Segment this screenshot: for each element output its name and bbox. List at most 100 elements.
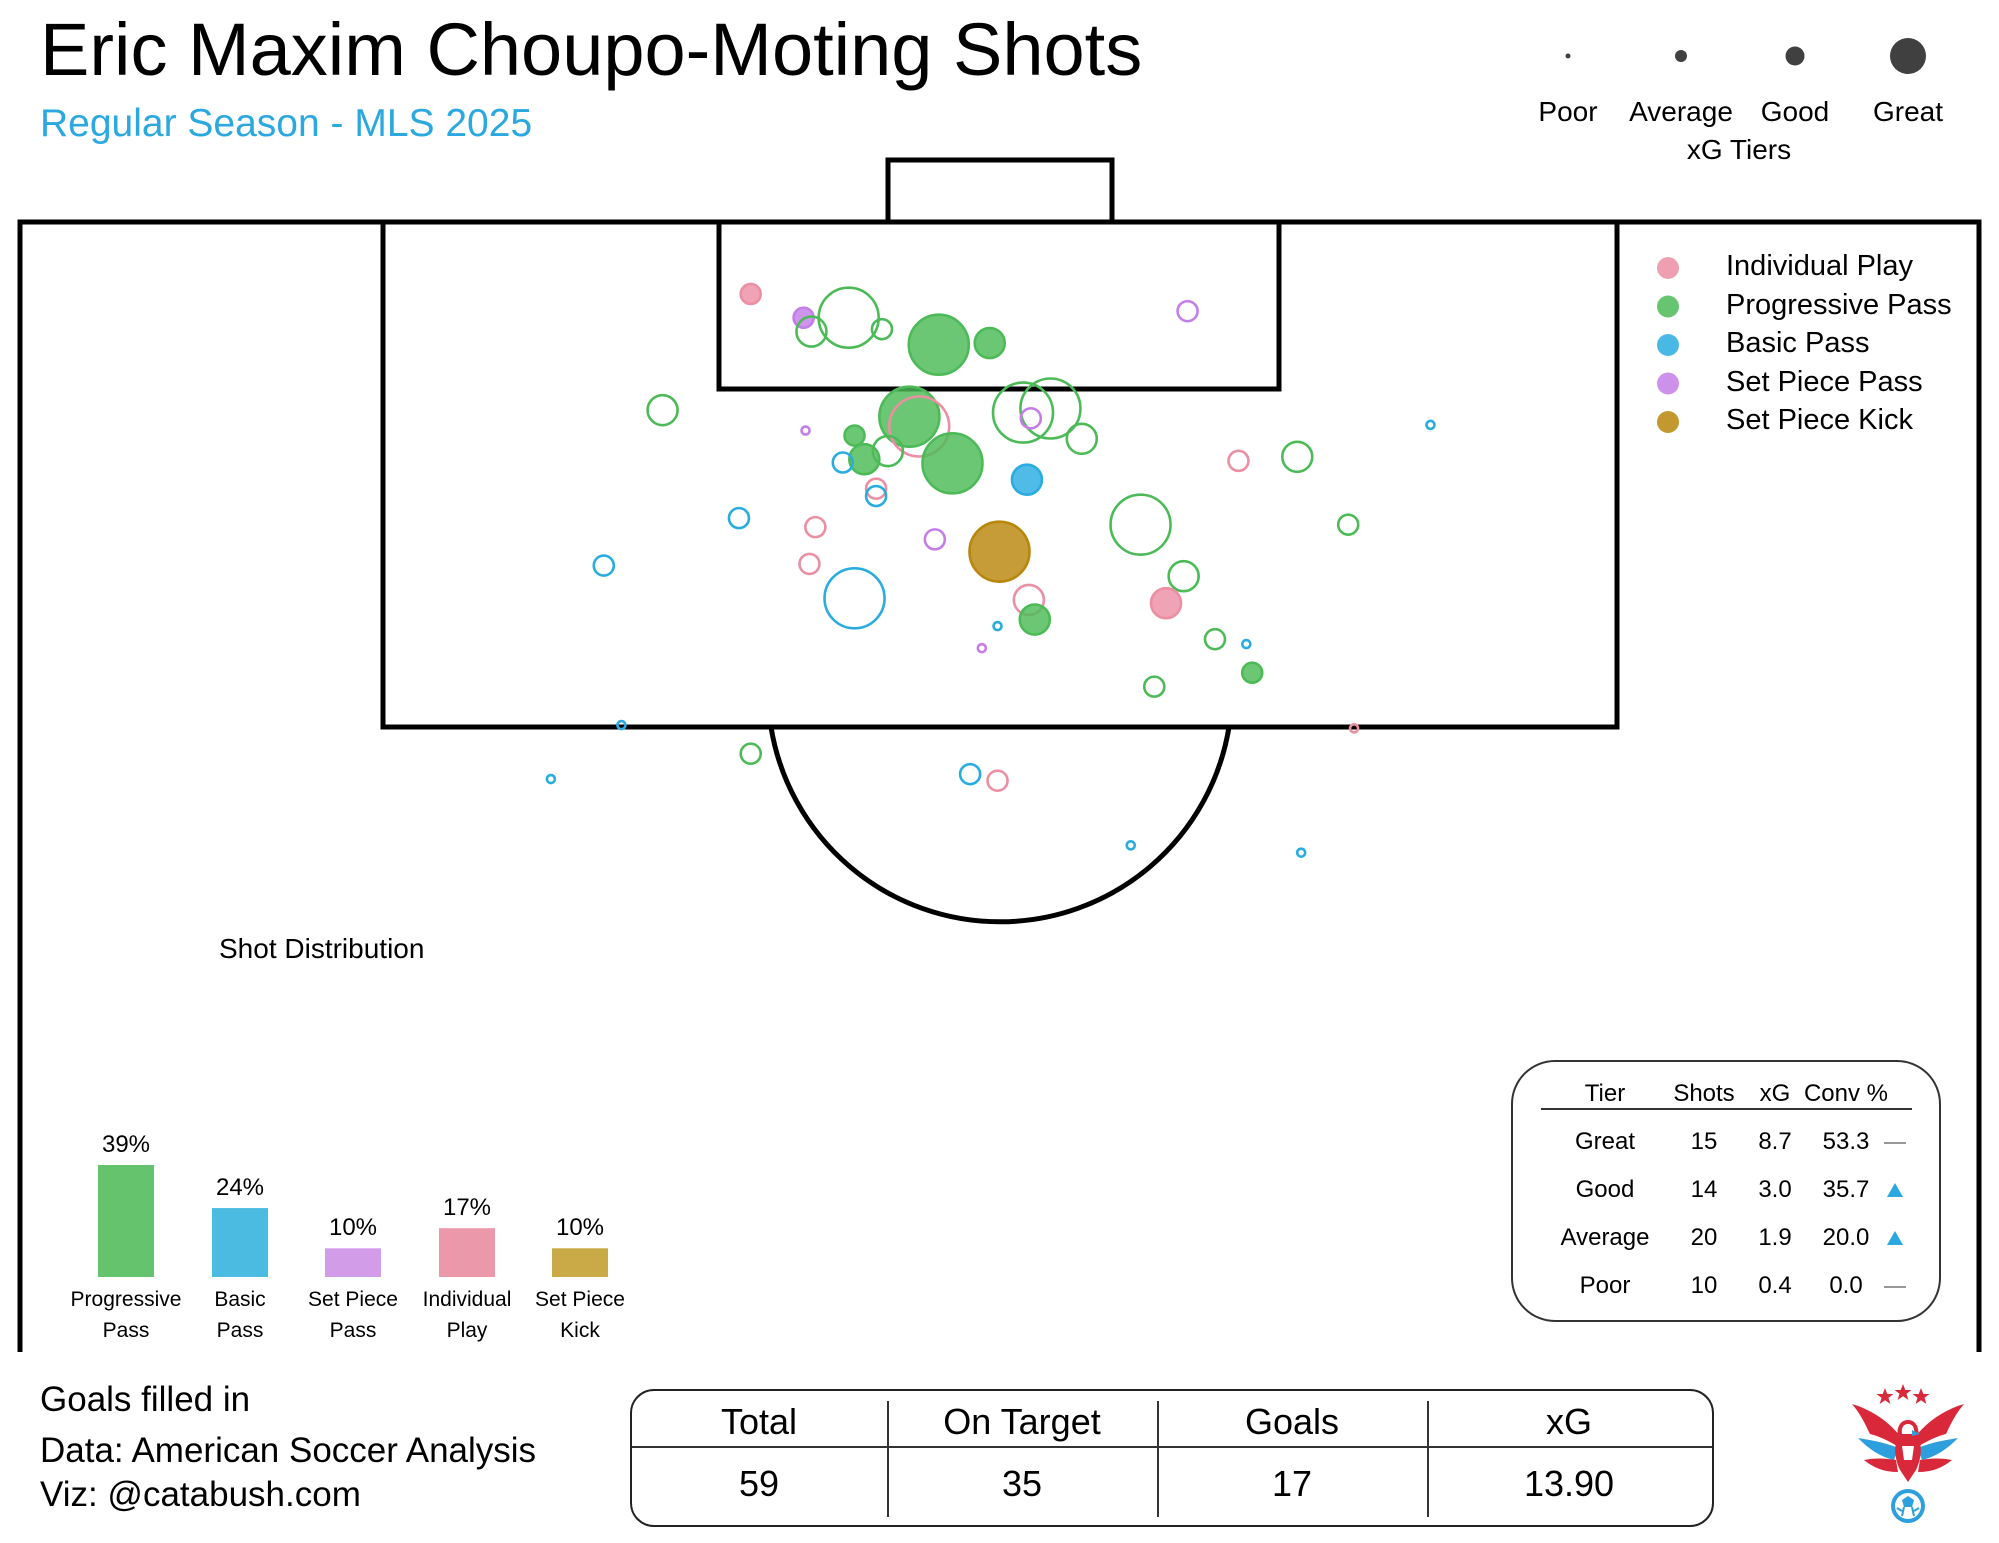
summary-divider <box>887 1401 889 1517</box>
shot-marker-individual-play <box>1227 449 1250 473</box>
shot-marker-progressive-pass <box>870 317 894 341</box>
xg-tier-label-average: Average <box>1629 96 1733 127</box>
summary-value-goals: 17 <box>1271 1463 1313 1504</box>
shot-marker-progressive-pass-goal <box>1240 661 1264 685</box>
tier-table-cell: Great <box>1574 1128 1636 1155</box>
goals-filled-note: Goals filled in <box>40 1380 251 1419</box>
tier-table <box>1511 1060 1941 1322</box>
shot-marker-basic-pass <box>592 554 616 577</box>
shot-marker-individual-play-goal <box>739 282 763 306</box>
distribution-bar-label: Individual Play <box>422 1288 512 1342</box>
distribution-bar-value: 39% <box>101 1131 151 1158</box>
legend-marker-set-piece-kick <box>1657 411 1679 433</box>
summary-header-on-target: On Target <box>943 1401 1101 1442</box>
shot-marker-progressive-pass <box>1019 377 1082 440</box>
shot-marker-progressive-pass-goal <box>973 326 1007 360</box>
tier-table-cell: 3.0 <box>1758 1176 1792 1203</box>
chart-title: Eric Maxim Choupo-Moting Shots <box>40 8 1143 91</box>
xg-tier-marker-great <box>1890 38 1926 74</box>
logo-wings <box>1852 1404 1964 1472</box>
legend-marker-basic-pass <box>1657 334 1679 356</box>
shot-marker-progressive-pass-goal <box>907 313 971 377</box>
xg-tier-markers <box>1565 38 1926 74</box>
shot-marker-basic-pass <box>1241 638 1252 650</box>
legend-marker-progressive-pass <box>1657 295 1679 318</box>
xg-tier-label-good: Good <box>1760 96 1830 127</box>
shot-marker-progressive-pass <box>1109 493 1172 556</box>
distribution-bar-label: Set Piece Pass <box>308 1288 398 1342</box>
data-credit: Data: American Soccer Analysis <box>40 1431 537 1470</box>
distribution-bar-label: Basic Pass <box>214 1288 266 1342</box>
distribution-bar-progressive-pass <box>98 1165 154 1277</box>
shot-marker-basic-pass <box>616 719 627 731</box>
summary-header-total: Total <box>720 1401 798 1442</box>
logo-eagle-body <box>1895 1420 1921 1482</box>
tier-table-header-xg: xG <box>1759 1080 1791 1107</box>
xg-tier-label-poor: Poor <box>1538 96 1598 127</box>
xg-tier-marker-poor <box>1565 53 1571 59</box>
shot-marker-progressive-pass <box>1280 440 1314 474</box>
xg-tier-marker-good <box>1785 46 1805 66</box>
xg-tier-marker-average <box>1675 50 1687 62</box>
summary-value-on-target: 35 <box>1001 1463 1043 1504</box>
distribution-bar-value: 10% <box>328 1214 378 1242</box>
shot-marker-individual-play <box>864 477 888 500</box>
shot-marker-progressive-pass-goal <box>843 424 866 447</box>
shot-marker-set-piece-pass <box>1019 407 1043 430</box>
shot-marker-basic-pass-goal <box>1010 463 1044 496</box>
xg-tiers-title: xG Tiers <box>1686 134 1792 165</box>
tier-table-cell: 1.9 <box>1758 1224 1792 1251</box>
shot-markers <box>545 282 1436 858</box>
shot-marker-basic-pass <box>958 762 982 786</box>
shot-marker-individual-play <box>887 395 951 458</box>
shot-marker-progressive-pass-goal <box>878 385 941 448</box>
tier-table-cell: 20 <box>1690 1224 1718 1251</box>
shot-marker-basic-pass <box>992 620 1003 632</box>
pitch-shot-map <box>17 38 1982 1352</box>
penalty-arc <box>768 726 1232 925</box>
shot-marker-basic-pass <box>864 484 888 508</box>
distribution-bar-set-piece-kick <box>552 1248 608 1277</box>
shot-marker-individual-play <box>986 769 1009 792</box>
viz-credit: Viz: @catabush.com <box>40 1475 361 1514</box>
shot-marker-progressive-pass <box>991 381 1055 444</box>
distribution-bar-value: 17% <box>442 1194 492 1222</box>
shot-marker-progressive-pass <box>1142 675 1166 698</box>
shot-marker-basic-pass <box>831 451 855 474</box>
distribution-bar-basic-pass <box>212 1208 268 1277</box>
shot-marker-progressive-pass <box>1336 513 1360 536</box>
shot-marker-progressive-pass <box>739 742 763 766</box>
shot-marker-set-piece-pass <box>1176 299 1199 323</box>
tier-table-cell: 14 <box>1690 1176 1718 1203</box>
shot-marker-basic-pass <box>1425 419 1436 431</box>
shot-marker-progressive-pass <box>817 286 880 350</box>
legend-label-set-piece-kick: Set Piece Kick <box>1726 404 1913 436</box>
shot-marker-individual-play <box>804 515 827 539</box>
shot-marker-progressive-pass-goal <box>921 432 984 495</box>
penalty-area <box>380 219 1620 730</box>
tier-table-header-shots: Shots <box>1673 1080 1735 1107</box>
pitch-lines <box>17 157 1982 1352</box>
distribution-bar-set-piece-pass <box>325 1248 381 1277</box>
tier-table-cell: 15 <box>1690 1128 1718 1155</box>
legend-label-basic-pass: Basic Pass <box>1726 327 1870 359</box>
shot-marker-basic-pass <box>1295 847 1307 858</box>
summary-divider <box>1427 1401 1429 1517</box>
tier-table-header-rule <box>1541 1108 1912 1110</box>
tier-table-cell: Average <box>1560 1224 1650 1251</box>
shot-marker-basic-pass <box>823 566 886 630</box>
legend-label-progressive-pass: Progressive Pass <box>1726 289 1952 321</box>
trend-up-icon <box>1887 1183 1903 1197</box>
shot-marker-progressive-pass-goal <box>848 442 881 476</box>
summary-header-goals: Goals <box>1244 1401 1340 1442</box>
distribution-bar-value: 10% <box>555 1214 605 1242</box>
shot-marker-basic-pass <box>545 773 557 785</box>
shot-marker-progressive-pass-goal <box>1018 603 1052 636</box>
tier-table-cell: Poor <box>1579 1272 1631 1299</box>
tier-table-cell: Good <box>1575 1176 1635 1203</box>
summary-value-xg: 13.90 <box>1523 1463 1615 1504</box>
shot-marker-progressive-pass <box>646 393 679 427</box>
summary-divider <box>1157 1401 1159 1517</box>
legend-label-individual-play: Individual Play <box>1726 250 1913 282</box>
distribution-bar-label: Set Piece Kick <box>535 1288 625 1342</box>
